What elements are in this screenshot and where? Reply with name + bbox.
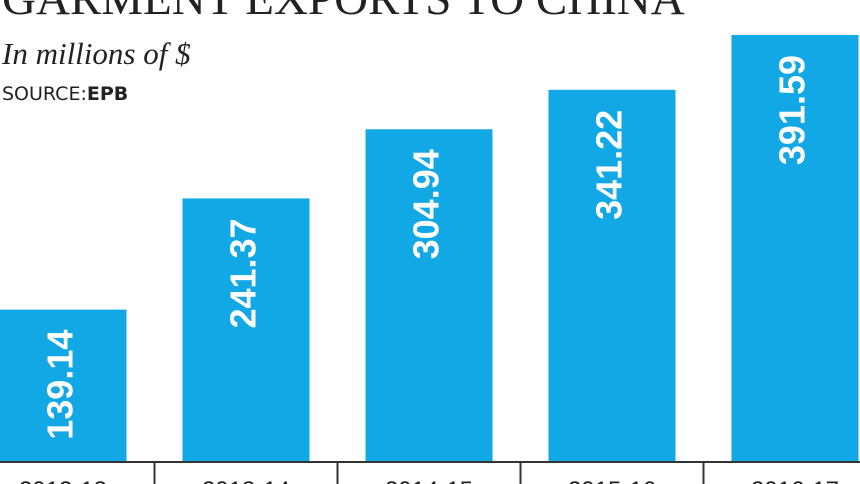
- source: SOURCE:EPB: [2, 83, 128, 105]
- x-tick-label: 2014-15: [385, 477, 473, 484]
- value-label: 391.59: [772, 55, 813, 165]
- value-label: 304.94: [406, 149, 447, 259]
- x-tick-label: 2016-17: [751, 477, 839, 484]
- value-label: 341.22: [589, 110, 630, 220]
- bar: [548, 89, 676, 461]
- x-tick-label: 2013-14: [202, 477, 290, 484]
- bar: [0, 309, 127, 461]
- bar: [731, 35, 859, 461]
- value-label: 241.37: [223, 218, 264, 328]
- x-tick-label: 2015-16: [568, 477, 656, 484]
- x-tick-label: 2012-13: [19, 477, 107, 484]
- source-label: SOURCE:: [2, 83, 87, 105]
- bar: [182, 198, 310, 461]
- bar: [365, 129, 493, 461]
- chart-subtitle: In millions of $: [1, 36, 191, 71]
- source-name: EPB: [87, 83, 128, 105]
- value-label: 139.14: [40, 330, 81, 440]
- chart-title: GARMENT EXPORTS TO CHINA: [2, 0, 685, 25]
